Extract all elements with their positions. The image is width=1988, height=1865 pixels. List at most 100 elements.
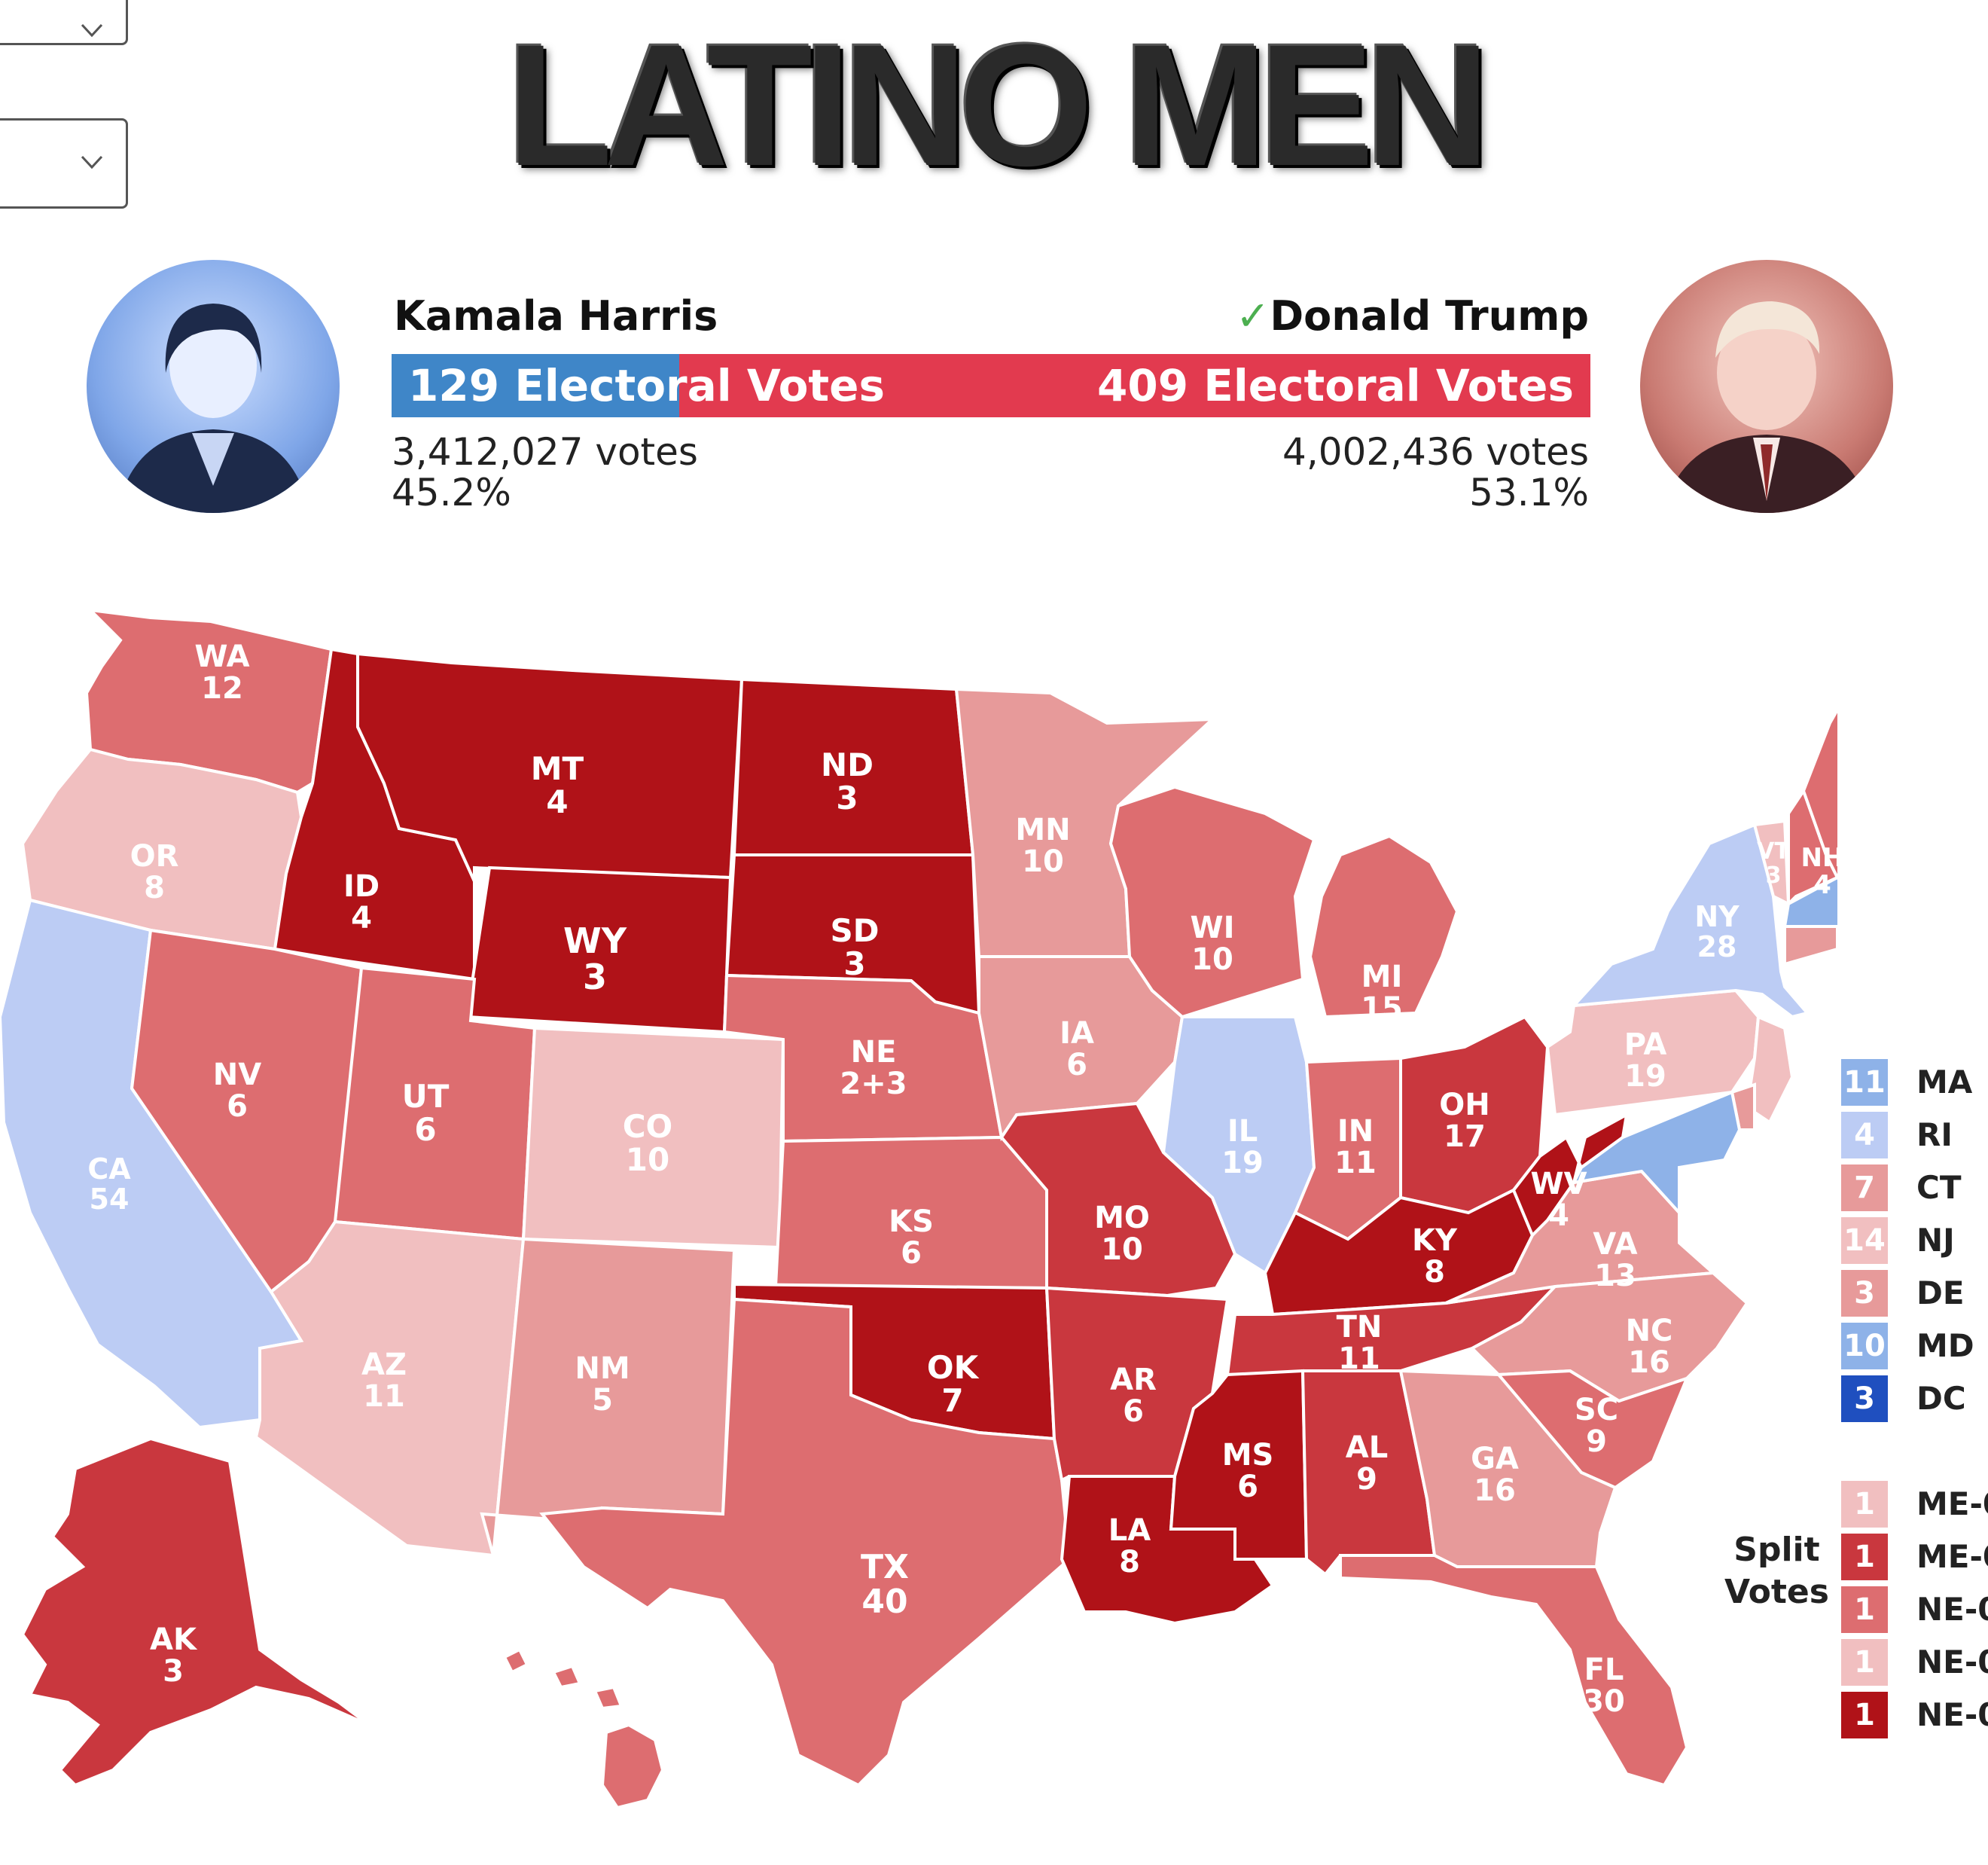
state-mt — [356, 652, 744, 882]
trump-popular-votes: 4,002,436 votes — [1282, 430, 1589, 474]
state-label-mo: MO — [1094, 1201, 1150, 1235]
state-label-mt: MT — [531, 750, 584, 787]
state-label-hi: HI — [506, 1751, 541, 1784]
state-label-oh: OH — [1439, 1088, 1489, 1122]
legend-state-ev-box: 14 — [1841, 1217, 1888, 1264]
state-label-nc: NC — [1626, 1314, 1673, 1348]
state-label-ga: GA — [1471, 1442, 1519, 1476]
state-label-al: AL — [1346, 1430, 1388, 1465]
electoral-vote-bar: 129 Electoral Votes 409 Electoral Votes — [392, 354, 1590, 417]
state-label-nd: ND — [821, 746, 874, 783]
state-label-ar: AR — [1110, 1363, 1157, 1397]
chevron-down-icon — [81, 23, 103, 38]
state-ev-ok: 7 — [941, 1382, 963, 1419]
page-title: LATINO MEN — [507, 8, 1490, 202]
state-me — [1801, 707, 1837, 881]
legend-state-ev-box: 3 — [1841, 1375, 1888, 1422]
state-ev-ut: 6 — [414, 1111, 436, 1148]
state-label-wa: WA — [194, 639, 249, 674]
state-ev-la: 8 — [1119, 1545, 1140, 1580]
split-vote-label: NE-0 — [1916, 1644, 1988, 1680]
state-label-or: OR — [130, 839, 179, 874]
state-ga — [1398, 1369, 1618, 1568]
legend-state-row: 7 CT — [1841, 1164, 1988, 1211]
state-label-il: IL — [1227, 1114, 1258, 1149]
winner-check-icon: ✓ — [1236, 292, 1270, 340]
harris-popular-votes: 3,412,027 votes — [392, 430, 698, 474]
legend-state-ev-box: 4 — [1841, 1112, 1888, 1158]
state-label-wi: WI — [1190, 911, 1234, 945]
legend-state-row: 11 MA — [1841, 1059, 1988, 1106]
state-label-ut: UT — [402, 1078, 450, 1115]
state-label-in: IN — [1337, 1114, 1374, 1149]
state-label-ak: AK — [150, 1622, 198, 1657]
filter-dropdown-2[interactable] — [0, 118, 128, 209]
state-ev-mn: 10 — [1022, 844, 1064, 879]
state-label-la: LA — [1108, 1513, 1151, 1548]
trump-portrait-icon — [1663, 301, 1871, 513]
harris-portrait-icon — [117, 304, 309, 513]
split-vote-label: NE-0 — [1916, 1696, 1988, 1733]
split-vote-ev-box: 1 — [1841, 1692, 1888, 1738]
state-ev-al: 9 — [1356, 1462, 1377, 1497]
state-ev-co: 10 — [626, 1141, 669, 1178]
state-label-ms: MS — [1222, 1438, 1274, 1473]
split-vote-ev-box: 1 — [1841, 1586, 1888, 1633]
state-ev-tn: 11 — [1338, 1342, 1380, 1376]
state-ev-sd: 3 — [843, 945, 865, 982]
legend-state-label: DE — [1916, 1274, 1965, 1311]
state-label-ny: NY — [1694, 900, 1740, 933]
state-ev-wa: 12 — [201, 671, 243, 706]
trump-avatar — [1640, 260, 1893, 513]
state-ev-nc: 16 — [1628, 1345, 1670, 1380]
state-ak — [20, 1436, 370, 1787]
filter-dropdown-1[interactable] — [0, 0, 128, 45]
state-ev-tx: 40 — [861, 1583, 907, 1621]
legend-state-label: DC — [1916, 1380, 1966, 1417]
split-vote-row: 1 ME-0 — [1841, 1534, 1988, 1580]
split-vote-row: 1 NE-0 — [1841, 1639, 1988, 1686]
state-ev-ny: 28 — [1697, 930, 1737, 963]
legend-state-ev-box: 7 — [1841, 1164, 1888, 1211]
harris-name: Kamala Harris — [394, 292, 718, 340]
harris-vote-pct: 45.2% — [392, 471, 511, 514]
state-label-az: AZ — [361, 1348, 407, 1382]
state-ev-nv: 6 — [227, 1089, 248, 1124]
state-ev-nd: 3 — [836, 780, 858, 817]
state-fl — [1339, 1554, 1689, 1787]
state-label-nv: NV — [213, 1058, 261, 1092]
harris-ev-label: 129 Electoral Votes — [408, 360, 886, 411]
split-vote-ev-box: 1 — [1841, 1481, 1888, 1528]
split-vote-ev-box: 1 — [1841, 1534, 1888, 1580]
state-ev-pa: 19 — [1624, 1059, 1666, 1094]
state-md — [1571, 1090, 1742, 1217]
legend-state-ev-box: 10 — [1841, 1323, 1888, 1369]
state-label-sc: SC — [1575, 1393, 1618, 1427]
state-label-tn: TN — [1337, 1310, 1383, 1345]
trump-vote-summary: 4,002,436 votes 53.1% — [1282, 432, 1589, 513]
state-label-mi: MI — [1361, 960, 1403, 994]
state-ev-ne: 2+3 — [840, 1067, 907, 1101]
state-ev-wi: 10 — [1191, 942, 1233, 977]
legend-state-label: MD — [1916, 1327, 1974, 1364]
state-label-va: VA — [1593, 1227, 1637, 1262]
state-ev-va: 13 — [1594, 1259, 1636, 1293]
split-vote-label: NE-0 — [1916, 1591, 1988, 1628]
state-label-ok: OK — [927, 1349, 980, 1386]
state-hi-island — [593, 1685, 624, 1711]
state-label-nh: NH — [1801, 843, 1837, 873]
split-votes-label: Split Votes — [1724, 1531, 1829, 1611]
split-vote-row: 1 NE-0 — [1841, 1692, 1988, 1738]
state-hi-island — [600, 1723, 665, 1810]
state-ev-id: 4 — [351, 901, 372, 936]
state-ev-ar: 6 — [1123, 1394, 1144, 1429]
state-label-pa: PA — [1624, 1027, 1667, 1062]
legend-state-row: 10 MD — [1841, 1323, 1988, 1369]
split-vote-row: 1 ME-0 — [1841, 1481, 1988, 1528]
state-ev-az: 11 — [363, 1379, 405, 1414]
state-ev-ky: 8 — [1424, 1255, 1445, 1290]
state-hi-island — [502, 1647, 529, 1674]
legend-state-row: 3 DE — [1841, 1270, 1988, 1317]
state-ct — [1783, 925, 1837, 966]
harris-avatar — [87, 260, 340, 513]
